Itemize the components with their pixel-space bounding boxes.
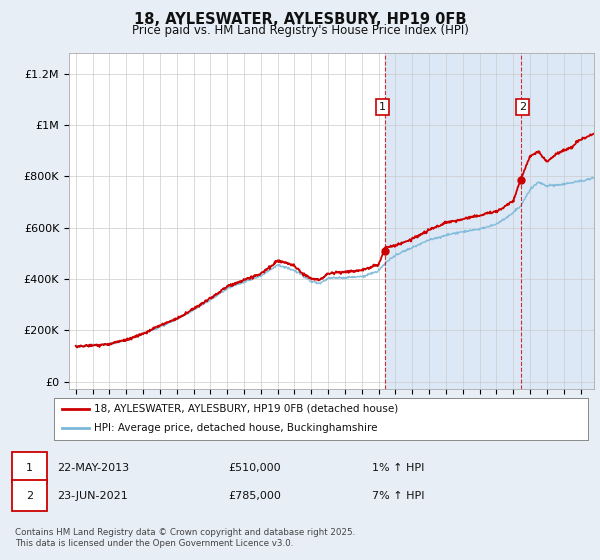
Text: £785,000: £785,000 [228, 491, 281, 501]
Text: 2: 2 [26, 491, 33, 501]
Bar [385, 53, 594, 389]
Text: HPI: Average price, detached house, Buckinghamshire: HPI: Average price, detached house, Buck… [94, 423, 377, 433]
Text: 22-MAY-2013: 22-MAY-2013 [57, 463, 129, 473]
Text: 2: 2 [519, 102, 526, 112]
Text: 18, AYLESWATER, AYLESBURY, HP19 0FB: 18, AYLESWATER, AYLESBURY, HP19 0FB [134, 12, 466, 27]
Text: £510,000: £510,000 [228, 463, 281, 473]
Text: Price paid vs. HM Land Registry's House Price Index (HPI): Price paid vs. HM Land Registry's House … [131, 24, 469, 37]
Text: 23-JUN-2021: 23-JUN-2021 [57, 491, 128, 501]
Text: 1: 1 [26, 463, 33, 473]
Text: 18, AYLESWATER, AYLESBURY, HP19 0FB (detached house): 18, AYLESWATER, AYLESBURY, HP19 0FB (det… [94, 404, 398, 414]
Text: Contains HM Land Registry data © Crown copyright and database right 2025.
This d: Contains HM Land Registry data © Crown c… [15, 528, 355, 548]
Text: 1% ↑ HPI: 1% ↑ HPI [372, 463, 424, 473]
Text: 1: 1 [379, 102, 386, 112]
Text: 7% ↑ HPI: 7% ↑ HPI [372, 491, 425, 501]
